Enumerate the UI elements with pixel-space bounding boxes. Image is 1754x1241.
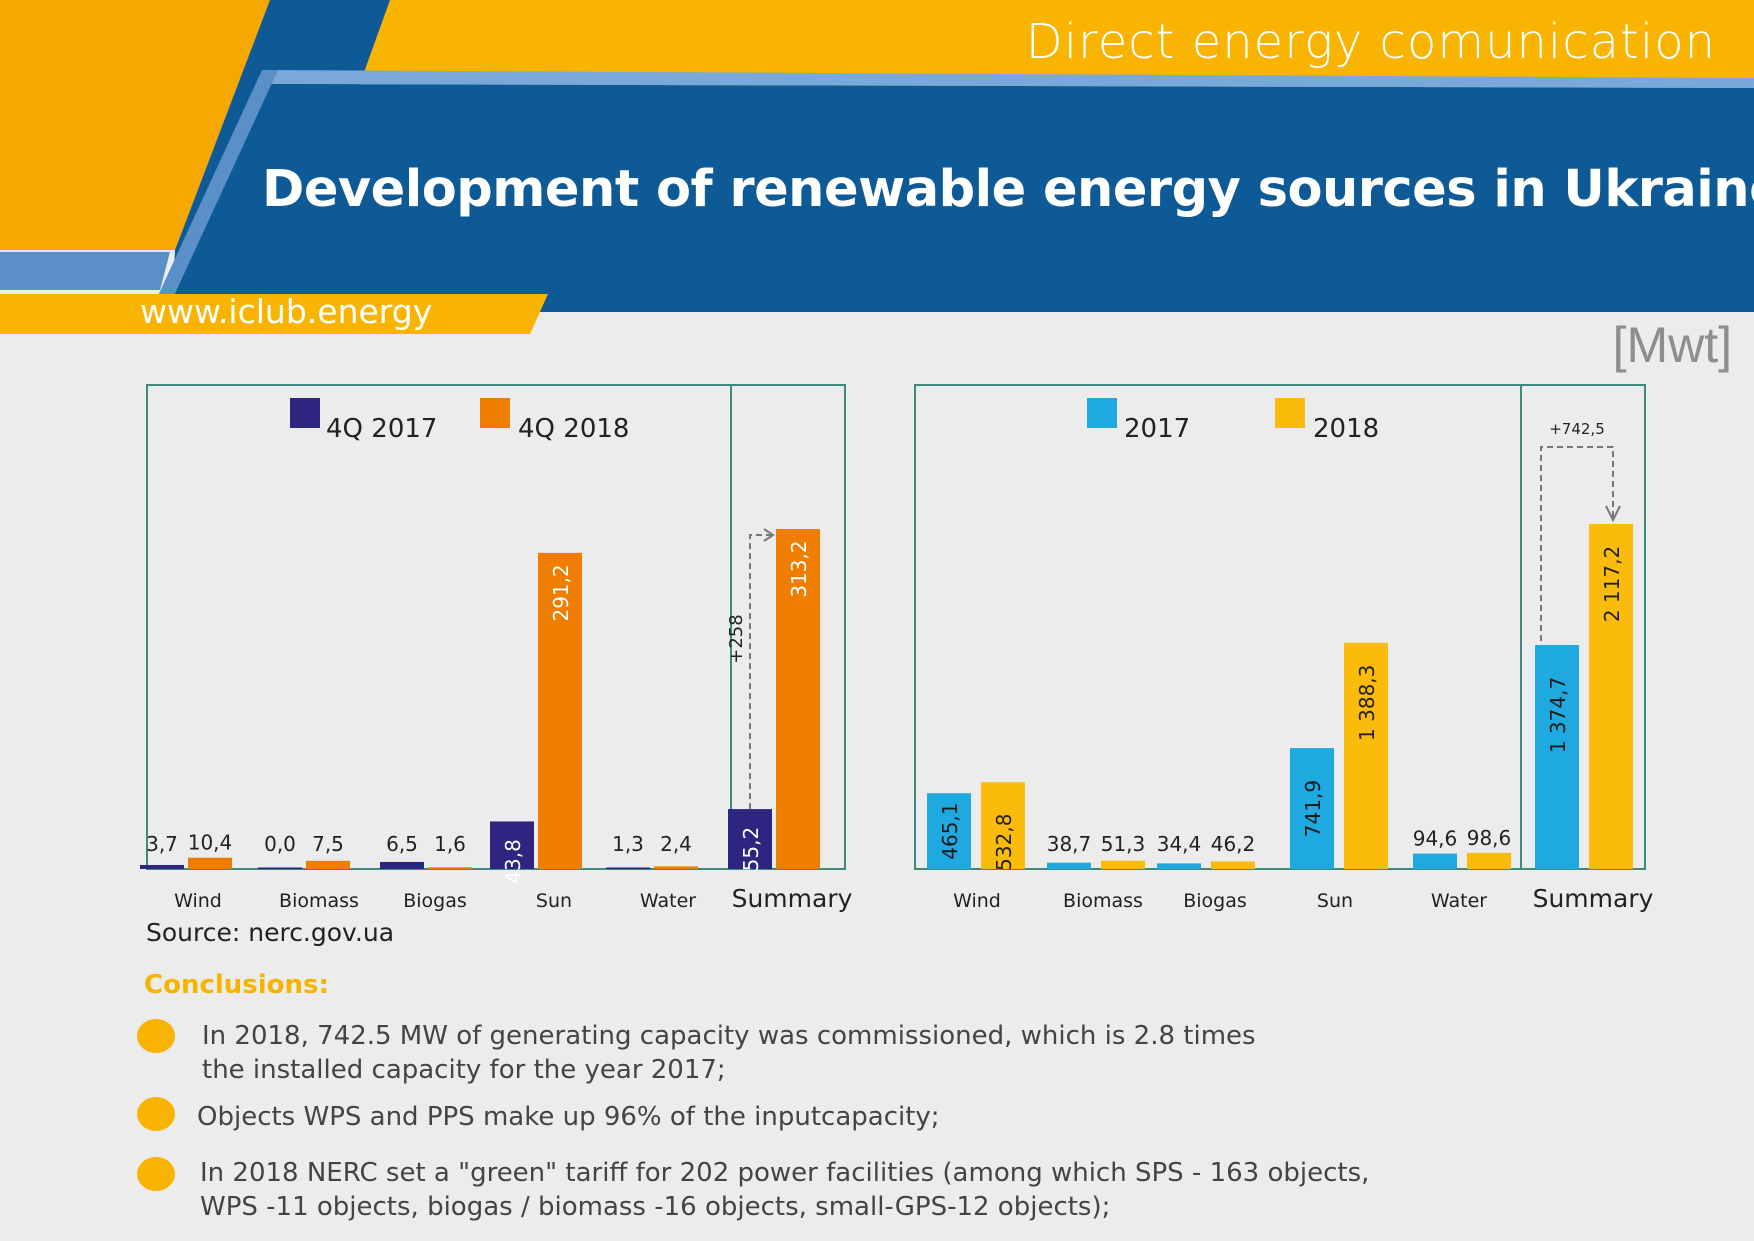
summary-annotation: +742,5 — [1540, 420, 1621, 641]
bar — [927, 793, 971, 869]
data-label: 2 117,2 — [1600, 546, 1624, 622]
annotation-arrow — [749, 534, 772, 810]
bar — [728, 809, 772, 869]
unit-label: [Mwt] — [1612, 317, 1732, 373]
website-link[interactable]: www.iclub.energy — [140, 292, 433, 331]
conclusion-item: In 2018, 742.5 MW of generating capacity… — [202, 1021, 1256, 1085]
bar — [258, 867, 302, 869]
data-label: 46,2 — [1211, 832, 1256, 856]
bar — [1535, 644, 1579, 869]
page-title: Development of renewable energy sources … — [262, 160, 1754, 219]
bullet-icon — [137, 1157, 175, 1191]
bar — [1413, 853, 1457, 869]
x-tick-label: Summary — [732, 884, 853, 913]
data-label: 741,9 — [1301, 780, 1325, 837]
bullet-icon — [137, 1019, 175, 1053]
x-tick-label: Biogas — [1183, 890, 1247, 912]
bar — [1101, 860, 1145, 869]
legend-swatch — [480, 398, 510, 428]
data-label: 1 388,3 — [1355, 665, 1379, 741]
bullet-icon — [137, 1097, 175, 1131]
bar — [380, 861, 424, 869]
bar — [188, 857, 232, 869]
annotation-arrow — [1540, 446, 1614, 641]
data-label: 0,0 — [264, 832, 296, 856]
data-label: 7,5 — [312, 832, 344, 856]
bar — [1157, 863, 1201, 869]
x-tick-label: Wind — [174, 890, 222, 912]
chart-frame — [914, 384, 1646, 870]
bar — [428, 867, 472, 869]
legend-swatch — [1275, 398, 1305, 428]
x-tick-label: Sun — [536, 890, 572, 912]
data-label: 43,8 — [501, 839, 525, 884]
data-label: 6,5 — [386, 832, 418, 856]
data-label: 55,2 — [739, 827, 763, 872]
bar — [1589, 524, 1633, 869]
bar — [140, 864, 184, 869]
x-tick-label: Water — [640, 890, 696, 912]
x-tick-label: Sun — [1317, 890, 1353, 912]
x-tick-label: Summary — [1533, 884, 1654, 913]
data-label: 465,1 — [938, 802, 962, 859]
conclusions-title: Conclusions: — [144, 970, 329, 1000]
chart-annual: 2017 2018 465,1 532,8 Wind 38,7 51,3 Biomass 34… — [914, 384, 1654, 913]
conclusion-item: Objects WPS and PPS make up 96% of the i… — [197, 1102, 940, 1132]
legend-label: 4Q 2017 — [326, 414, 437, 444]
x-tick-label: Biogas — [403, 890, 467, 912]
legend: 4Q 2017 4Q 2018 — [290, 398, 629, 444]
data-label: 2,4 — [660, 832, 692, 856]
conclusion-item: In 2018 NERC set a "green" tariff for 20… — [200, 1158, 1370, 1222]
tagline: Direct energy comunication — [1025, 14, 1716, 70]
data-label: 34,4 — [1157, 832, 1202, 856]
bar — [606, 867, 650, 869]
chart-quarterly: 4Q 2017 4Q 2018 3,7 10,4 Wind 0,0 7,5 Biomass 6… — [140, 384, 853, 913]
bar — [490, 821, 534, 869]
data-label: 51,3 — [1101, 832, 1146, 856]
data-label: 291,2 — [549, 564, 573, 621]
legend-swatch — [1087, 398, 1117, 428]
bar — [1344, 642, 1388, 869]
bar — [1290, 748, 1334, 869]
data-label: 3,7 — [146, 832, 178, 856]
data-label: 1,6 — [434, 832, 466, 856]
data-label: 1,3 — [612, 832, 644, 856]
annotation-label: +742,5 — [1549, 420, 1605, 438]
bar — [538, 552, 582, 869]
legend-swatch — [290, 398, 320, 428]
bar — [981, 782, 1025, 869]
bar — [1047, 862, 1091, 869]
bar — [776, 529, 820, 869]
data-label: 38,7 — [1047, 832, 1092, 856]
legend-label: 2017 — [1124, 414, 1190, 444]
data-label: 1 374,7 — [1546, 677, 1570, 753]
summary-annotation: +258 — [726, 528, 775, 810]
annotation-label: +258 — [726, 614, 747, 663]
bar — [654, 866, 698, 869]
header-banner — [0, 0, 1754, 334]
data-label: 532,8 — [992, 814, 1016, 871]
data-label: 10,4 — [188, 831, 233, 855]
legend-label: 4Q 2018 — [518, 414, 629, 444]
x-tick-label: Biomass — [1063, 890, 1143, 912]
source-note: Source: nerc.gov.ua — [146, 918, 395, 947]
bar — [1467, 852, 1511, 869]
x-tick-label: Wind — [953, 890, 1001, 912]
legend: 2017 2018 — [1087, 398, 1379, 444]
x-tick-label: Biomass — [279, 890, 359, 912]
data-label: 98,6 — [1467, 826, 1512, 850]
data-label: 94,6 — [1413, 827, 1458, 851]
bar — [306, 860, 350, 869]
bar — [1211, 861, 1255, 869]
x-tick-label: Water — [1431, 890, 1487, 912]
data-label: 313,2 — [787, 540, 811, 597]
legend-label: 2018 — [1313, 414, 1379, 444]
